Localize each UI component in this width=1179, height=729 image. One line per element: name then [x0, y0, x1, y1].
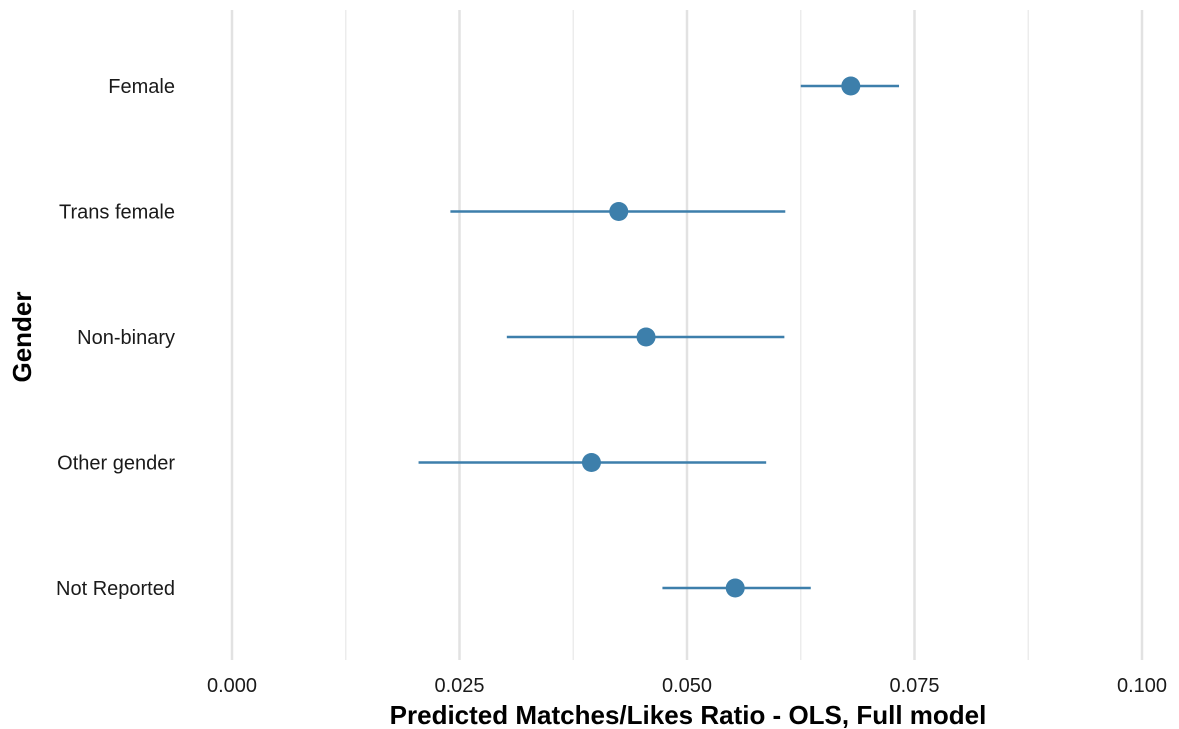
y-axis-ticks: Female Trans female Non-binary Other gender…: [56, 76, 175, 600]
confidence-intervals: [418, 84, 900, 590]
x-tick-label-3: 0.075: [889, 675, 939, 697]
x-axis-ticks: 0.000 0.025 0.050 0.075 0.100: [207, 675, 1167, 697]
y-tick-label-3: Other gender: [57, 453, 175, 475]
y-tick-label-0: Female: [108, 76, 175, 98]
point-estimate-2: [636, 327, 656, 347]
y-axis-title: Gender: [7, 291, 37, 382]
x-tick-label-4: 0.100: [1117, 675, 1167, 697]
x-tick-label-1: 0.025: [434, 675, 484, 697]
point-estimate-3: [581, 453, 601, 472]
y-tick-label-2: Non-binary: [77, 327, 175, 349]
point-estimate-4: [725, 578, 745, 598]
point-estimate-1: [609, 202, 629, 221]
y-tick-label-4: Not Reported: [56, 578, 175, 600]
point-estimates: [581, 76, 861, 598]
x-axis-title: Predicted Matches/Likes Ratio - OLS, Ful…: [390, 700, 987, 729]
point-estimate-0: [841, 76, 861, 96]
y-tick-label-1: Trans female: [59, 202, 175, 224]
grid-lines: [230, 10, 1144, 660]
x-tick-label-2: 0.050: [662, 675, 712, 697]
x-tick-label-0: 0.000: [207, 675, 257, 697]
